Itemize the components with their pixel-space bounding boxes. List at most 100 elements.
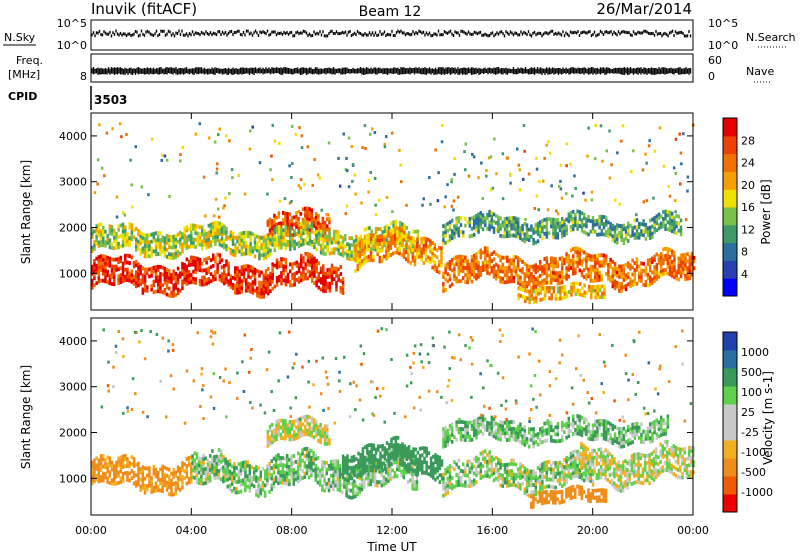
power-cell [545,270,549,275]
power-cell [681,263,685,268]
power-cell [398,148,401,152]
power-cell [398,234,401,238]
power-cell [688,265,692,270]
power-cell [121,240,125,244]
power-cell [444,195,447,199]
power-cell [223,245,226,250]
power-cell [596,260,599,265]
power-cell [326,271,329,276]
power-cell [499,216,502,221]
velocity-cell [95,473,98,478]
nsky-tick-top: 10^5 [57,17,87,30]
power-cell [603,291,606,296]
power-cell [557,296,560,301]
power-cell [293,243,296,247]
power-cell [655,252,659,257]
power-cell [367,237,371,242]
power-cell [519,229,522,234]
power-cell [527,271,531,276]
power-cell [106,259,109,264]
power-cell [626,282,630,287]
power-cell [444,267,447,271]
power-cell [163,277,167,282]
velocity-cell [248,478,252,483]
power-cell [249,248,252,253]
power-cell [319,250,323,255]
power-cell [479,214,483,219]
velocity-cell [99,468,103,473]
power-cell [472,225,476,230]
power-cell [674,210,677,214]
power-cell [321,227,325,232]
velocity-cell [99,454,103,459]
velocity-cell [305,450,309,455]
power-cell [224,196,227,200]
power-cell [648,275,652,280]
power-cell [664,209,667,214]
power-cell [192,276,195,281]
power-cell [412,236,415,241]
power-cell [398,244,401,249]
power-cell [223,270,226,275]
velocity-cell [248,488,252,493]
power-cell [317,238,321,243]
power-cell [576,288,580,293]
power-cell [607,231,610,235]
velocity-cell [314,464,318,468]
power-cell [137,229,140,233]
power-cell [486,253,489,258]
velocity-cell [137,479,140,483]
power-cell [646,226,650,231]
power-cell [280,274,283,279]
power-cell [400,228,404,233]
power-cell [363,234,367,239]
power-cell [559,293,562,297]
power-cell [547,266,551,271]
power-cell [277,214,281,219]
power-cell [280,228,283,232]
velocity-cell [233,479,236,484]
power-cell [218,127,221,131]
power-cell [599,124,603,128]
power-cell [416,229,420,234]
power-cell [280,271,283,275]
power-cell [536,275,540,280]
power-cell [124,274,127,279]
power-cell [174,248,178,252]
velocity-cell [285,471,289,476]
power-cell [271,269,274,274]
power-cell [148,274,151,279]
power-cell [372,236,376,241]
power-cell [385,234,389,239]
power-cell [468,223,472,228]
power-cell [117,234,120,239]
power-cell [475,217,478,222]
velocity-cell [163,479,167,484]
velocity-cell [290,458,293,462]
power-cell [472,215,476,220]
power-cell [108,260,112,265]
power-cell [311,239,314,244]
power-cell [576,246,579,251]
power-cell [157,252,160,256]
velocity-cell [378,480,381,485]
power-cell [104,268,107,273]
power-cell [457,230,461,234]
power-cell [371,240,375,245]
velocity-cell [277,456,280,461]
power-cell [426,244,430,249]
power-cell [585,259,588,263]
power-cell [400,232,404,236]
velocity-cell [183,462,186,467]
power-cell [319,277,323,281]
power-cell [297,276,301,281]
power-cell [300,257,303,262]
power-cell [328,267,332,272]
velocity-cell [349,488,353,493]
power-cell [422,261,426,265]
power-cell [286,276,290,280]
power-cell [355,238,358,243]
power-cell [203,257,206,262]
power-cell [477,226,480,231]
velocity-cell [139,467,142,472]
